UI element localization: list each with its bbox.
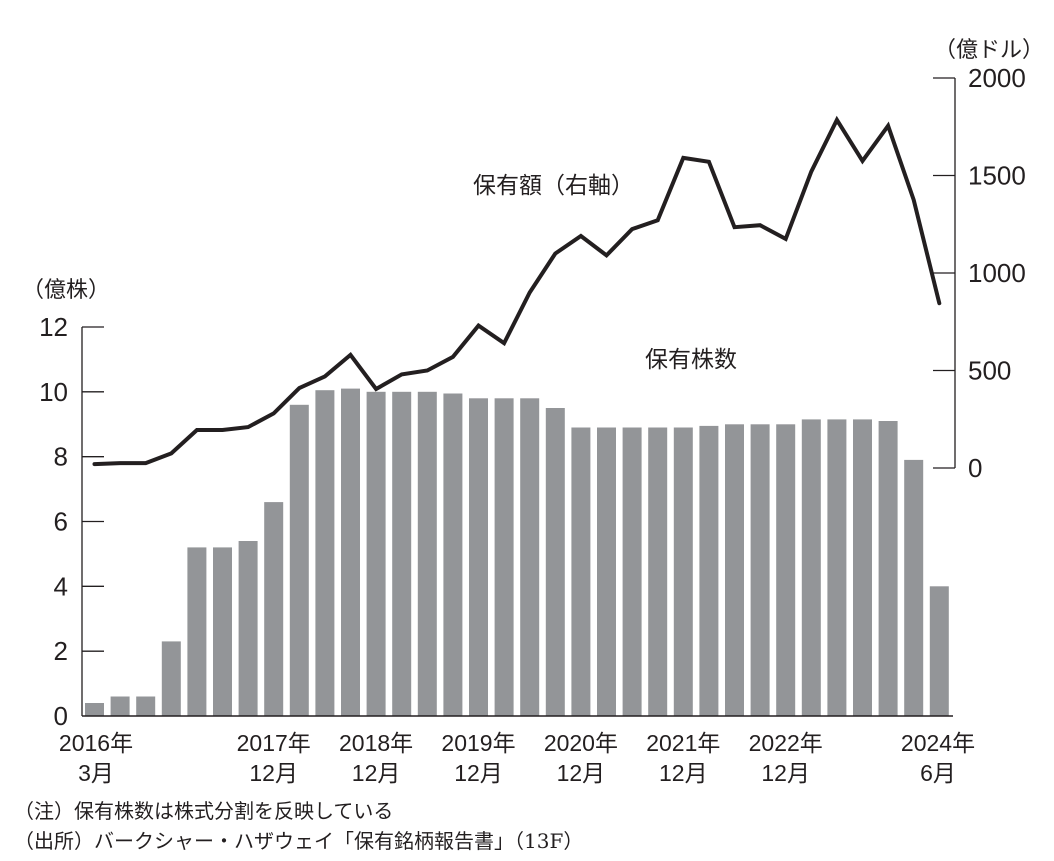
x-tick-year: 2021年 — [646, 730, 720, 756]
source-text: （出所）バークシャー・ハザウェイ「保有銘柄報告書」（13F） — [14, 829, 584, 853]
right-axis-tick-label: 0 — [968, 453, 982, 483]
bar — [597, 427, 616, 716]
bar — [238, 541, 258, 716]
bar — [443, 393, 463, 716]
x-tick-year: 2020年 — [544, 730, 618, 756]
bar — [366, 391, 386, 716]
bar-annotation: 保有株数 — [645, 347, 737, 373]
bar — [648, 427, 668, 716]
bar — [187, 547, 207, 716]
bar — [289, 404, 309, 716]
left-axis: 0 2 4 6 8 10 12 — [39, 312, 953, 731]
left-axis-tick-label: 0 — [54, 701, 68, 731]
bar — [110, 696, 130, 716]
bar — [801, 419, 821, 716]
bar — [161, 641, 181, 716]
x-tick-month: 3月 — [78, 760, 114, 786]
line-annotation: 保有額（右軸） — [473, 173, 634, 199]
bar — [750, 424, 770, 717]
bar — [827, 419, 847, 716]
left-axis-tick-label: 4 — [54, 571, 68, 601]
x-tick-year: 2024年 — [901, 730, 975, 756]
x-tick-month: 12月 — [454, 760, 503, 786]
right-axis-tick-label: 2000 — [968, 63, 1026, 93]
bar — [853, 419, 872, 716]
bar — [417, 391, 437, 716]
bar — [136, 696, 156, 716]
bar — [776, 424, 796, 717]
bar — [213, 547, 232, 716]
x-tick-year: 2017年 — [237, 730, 311, 756]
x-tick-year: 2016年 — [59, 730, 133, 756]
bar — [85, 703, 104, 716]
left-axis-tick-label: 10 — [39, 377, 68, 407]
bar — [494, 398, 514, 716]
x-tick-month: 12月 — [249, 760, 298, 786]
left-axis-tick-label: 6 — [54, 507, 68, 537]
bar — [469, 398, 488, 716]
chart-canvas: 0 2 4 6 8 10 12 0 500 1000 1500 2000 2016年 3月 2017年 1… — [22, 38, 1044, 786]
left-axis-tick-label: 2 — [54, 636, 68, 666]
x-tick-month: 12月 — [352, 760, 401, 786]
x-tick-month: 6月 — [920, 760, 956, 786]
footnotes: （注）保有株数は株式分割を反映している （出所）バークシャー・ハザウェイ「保有銘… — [14, 796, 583, 856]
line-series-holding-value — [92, 115, 942, 467]
x-tick-month: 12月 — [659, 760, 708, 786]
bar — [315, 390, 335, 716]
bar — [673, 427, 693, 716]
bar — [264, 502, 284, 716]
right-axis-unit: （億ドル） — [934, 38, 1044, 63]
note-text: （注）保有株数は株式分割を反映している — [14, 799, 394, 823]
bar — [341, 388, 360, 716]
right-axis-tick-label: 1500 — [968, 161, 1026, 191]
bar — [545, 408, 565, 716]
bar — [725, 424, 744, 717]
x-tick-year: 2022年 — [749, 730, 823, 756]
bar — [904, 459, 924, 716]
bar — [699, 425, 719, 716]
bar — [520, 398, 540, 716]
bar — [878, 421, 898, 716]
bar — [622, 427, 642, 716]
bar — [392, 391, 412, 716]
x-tick-year: 2019年 — [441, 730, 515, 756]
x-tick-month: 12月 — [761, 760, 810, 786]
x-tick-year: 2018年 — [339, 730, 413, 756]
right-axis-tick-label: 500 — [968, 356, 1011, 386]
bar — [571, 427, 591, 716]
left-axis-unit: （億株） — [22, 278, 110, 303]
left-axis-tick-label: 12 — [39, 312, 68, 342]
x-tick-month: 12月 — [557, 760, 606, 786]
x-axis: 2016年 3月 2017年 12月 2018年 12月 2019年 12月 2020年 12月 2… — [59, 730, 975, 786]
right-axis-tick-label: 1000 — [968, 258, 1026, 288]
right-axis: 0 500 1000 1500 2000 — [933, 63, 1026, 483]
bar-series-shares — [85, 388, 949, 717]
bar — [929, 586, 949, 716]
left-axis-tick-label: 8 — [54, 442, 68, 472]
